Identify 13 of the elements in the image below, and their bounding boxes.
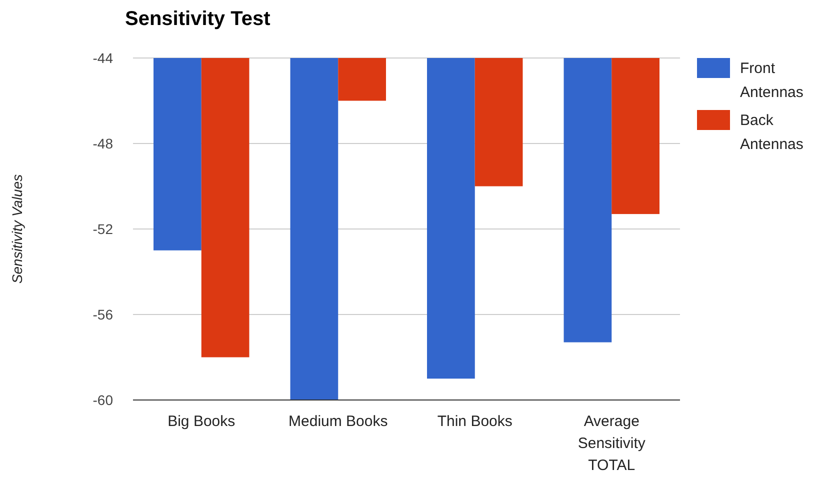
y-tick-label: -56 — [92, 306, 114, 322]
y-tick-label: -60 — [92, 392, 114, 408]
y-tick-label: -48 — [92, 136, 114, 152]
x-tick-label: Thin Books — [437, 413, 512, 430]
legend-label: Front Antennas — [740, 60, 804, 101]
y-tick-label: -44 — [92, 50, 114, 66]
x-tick-label: Big Books — [168, 413, 236, 430]
y-tick-label: -52 — [92, 221, 114, 237]
y-axis-title: Sensitivity Values — [9, 174, 25, 284]
chart-title: Sensitivity Test — [125, 8, 271, 30]
x-tick-label: Average Sensitivity TOTAL — [578, 413, 646, 474]
legend-label: Back Antennas — [740, 112, 804, 153]
x-tick-label: Medium Books — [288, 413, 388, 430]
